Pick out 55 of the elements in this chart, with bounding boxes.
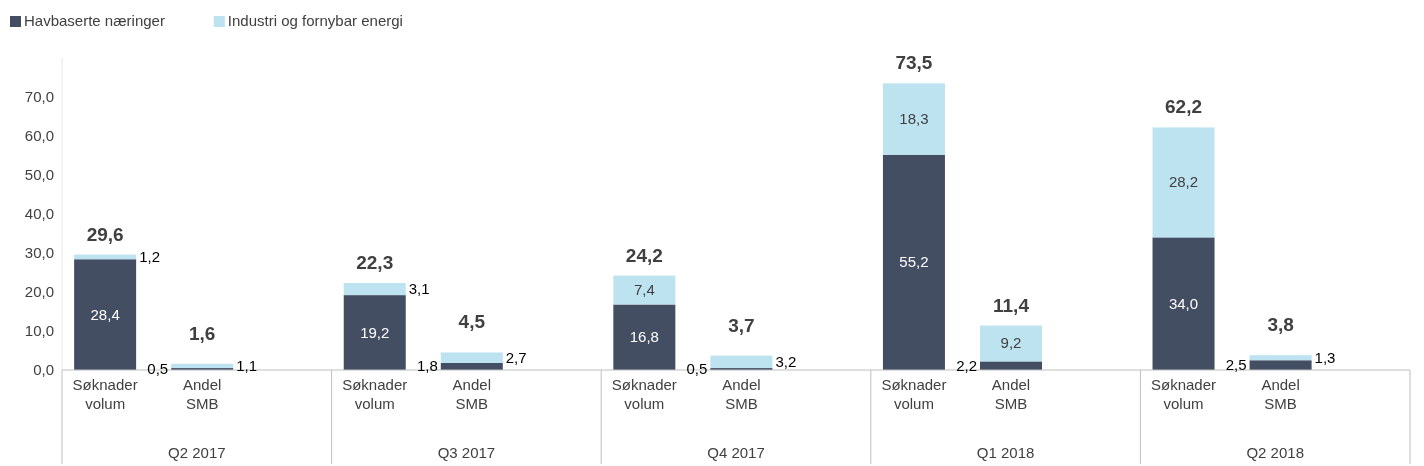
- total-label: 73,5: [895, 52, 933, 74]
- data-label: 2,5: [1225, 356, 1247, 374]
- data-label: 0,5: [686, 360, 708, 378]
- data-label: 1,3: [1314, 348, 1336, 366]
- data-label: 9,2: [1000, 334, 1022, 352]
- y-tick-label: 30,0: [24, 244, 54, 261]
- total-label: 3,7: [728, 314, 755, 336]
- total-label: 11,4: [993, 294, 1030, 316]
- x-tick-label: Søknader volum: [342, 376, 408, 412]
- x-tick-label: Andel SMB: [722, 376, 761, 412]
- text: Q1 2018: [976, 444, 1035, 461]
- data-label: 1,2: [139, 247, 160, 265]
- y-tick-label: 50,0: [24, 166, 54, 183]
- y-tick-label: 0,0: [33, 361, 54, 378]
- data-label: 1,8: [416, 357, 438, 375]
- y-tick-label: 60,0: [24, 127, 54, 144]
- data-label: 2,7: [505, 348, 527, 366]
- data-label: 7,4: [633, 281, 655, 299]
- x-tick-label: Søknader volum: [881, 376, 947, 412]
- data-label: 34,0: [1168, 294, 1199, 312]
- x-tick-label: Andel SMB: [991, 376, 1031, 412]
- total-label: 3,8: [1267, 314, 1294, 336]
- text: Q3 2017: [437, 444, 496, 461]
- data-label: 28,2: [1168, 173, 1199, 191]
- data-label: 55,2: [899, 253, 929, 271]
- x-tick-label: Andel SMB: [183, 376, 222, 412]
- total-label: 62,2: [1165, 96, 1203, 118]
- data-label: 18,3: [899, 110, 929, 128]
- total-label: 4,5: [458, 311, 486, 333]
- data-label: 19,2: [360, 323, 390, 341]
- y-tick-label: 10,0: [24, 322, 54, 339]
- x-tick-label: Andel SMB: [1261, 376, 1300, 412]
- total-label: 24,2: [625, 244, 663, 266]
- data-label: 3,2: [775, 352, 797, 370]
- data-label: 16,8: [629, 328, 659, 346]
- x-tick-label: Søknader volum: [72, 376, 138, 412]
- x-tick-label: Søknader volum: [1151, 376, 1217, 412]
- x-tick-label: Andel SMB: [452, 376, 491, 412]
- text: Q2 2018: [1246, 444, 1304, 461]
- data-label: 3,1: [408, 280, 430, 298]
- data-label: 28,4: [90, 305, 120, 323]
- legend-label: Industri og fornybar energi: [227, 12, 403, 29]
- data-label: 0,5: [147, 360, 169, 378]
- y-tick-label: 70,0: [24, 88, 54, 105]
- y-tick-label: 40,0: [24, 205, 54, 222]
- total-label: 29,6: [86, 223, 124, 245]
- legend-label: Havbaserte næringer: [24, 12, 165, 29]
- total-label: 22,3: [356, 252, 394, 274]
- data-label: 2,2: [956, 356, 977, 374]
- x-tick-label: Søknader volum: [611, 376, 677, 412]
- y-tick-label: 20,0: [24, 283, 54, 300]
- total-label: 1,6: [188, 322, 216, 344]
- data-label: 1,1: [236, 356, 258, 374]
- text: Q2 2017: [168, 444, 226, 461]
- text: Q4 2017: [707, 444, 765, 461]
